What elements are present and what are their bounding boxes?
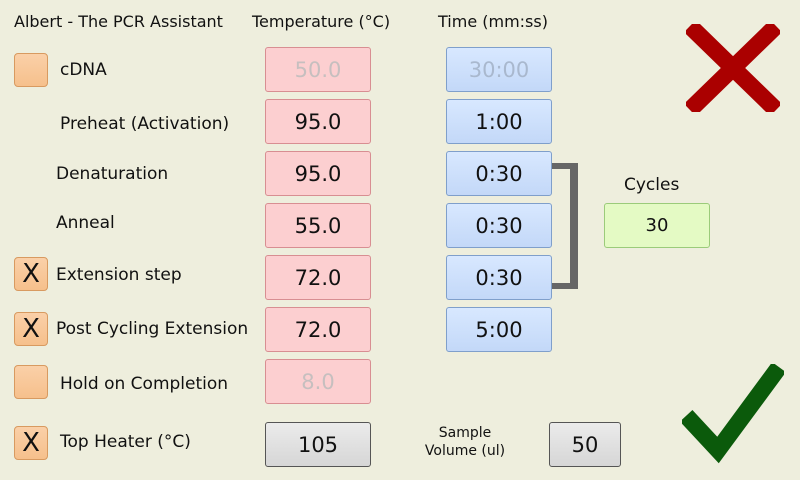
extension-time-field[interactable]: 0:30 [446, 255, 552, 300]
top-heater-checkbox[interactable]: X [14, 426, 48, 460]
top-heater-field[interactable]: 105 [265, 422, 371, 467]
cycle-bracket-bottom [552, 283, 578, 289]
extension-checkbox[interactable]: X [14, 257, 48, 291]
denaturation-time-field[interactable]: 0:30 [446, 151, 552, 196]
preheat-time-field[interactable]: 1:00 [446, 99, 552, 144]
hold-label: Hold on Completion [60, 374, 229, 394]
time-column-header: Time (mm:ss) [438, 12, 548, 31]
preheat-label: Preheat (Activation) [60, 114, 230, 134]
anneal-temperature-field[interactable]: 55.0 [265, 203, 371, 248]
cdna-label: cDNA [60, 60, 107, 80]
preheat-temperature-field[interactable]: 95.0 [265, 99, 371, 144]
post-extension-time-field[interactable]: 5:00 [446, 307, 552, 352]
post-extension-label: Post Cycling Extension [56, 319, 249, 339]
cycle-bracket-side [570, 163, 578, 289]
checkmark-icon[interactable] [679, 362, 786, 464]
extension-label: Extension step [56, 265, 182, 285]
post-extension-temperature-field[interactable]: 72.0 [265, 307, 371, 352]
sample-volume-label-line2: Volume (ul) [424, 443, 506, 459]
anneal-label: Anneal [56, 213, 115, 233]
anneal-time-field[interactable]: 0:30 [446, 203, 552, 248]
cycles-field[interactable]: 30 [604, 203, 710, 248]
app-title: Albert - The PCR Assistant [14, 12, 223, 31]
cdna-time-field[interactable]: 30:00 [446, 47, 552, 92]
denaturation-temperature-field[interactable]: 95.0 [265, 151, 371, 196]
top-heater-label: Top Heater (°C) [60, 432, 191, 452]
cdna-checkbox[interactable] [14, 53, 48, 87]
hold-checkbox[interactable] [14, 365, 48, 399]
extension-temperature-field[interactable]: 72.0 [265, 255, 371, 300]
sample-volume-label: Sample Volume (ul) [420, 424, 510, 460]
hold-temperature-field[interactable]: 8.0 [265, 359, 371, 404]
temperature-column-header: Temperature (°C) [252, 12, 391, 31]
post-extension-checkbox[interactable]: X [14, 312, 48, 346]
cycles-label: Cycles [624, 175, 680, 195]
cycle-bracket-top [552, 163, 578, 169]
denaturation-label: Denaturation [56, 164, 169, 184]
close-icon[interactable] [683, 19, 783, 117]
sample-volume-field[interactable]: 50 [549, 422, 621, 467]
cdna-temperature-field[interactable]: 50.0 [265, 47, 371, 92]
sample-volume-label-line1: Sample [438, 425, 492, 441]
